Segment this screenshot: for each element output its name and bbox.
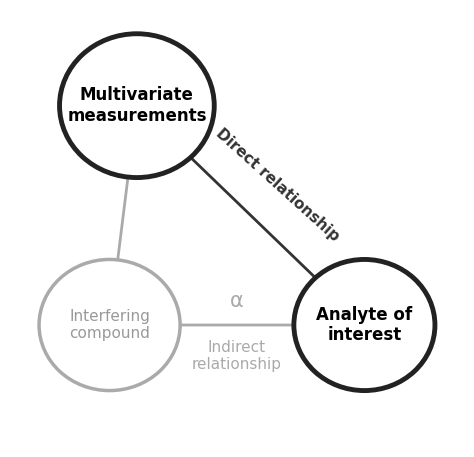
Text: Interfering
compound: Interfering compound [69, 309, 150, 341]
Text: Multivariate
measurements: Multivariate measurements [67, 86, 207, 125]
Ellipse shape [39, 260, 180, 391]
Text: α: α [230, 291, 244, 311]
Ellipse shape [294, 260, 435, 391]
Ellipse shape [60, 34, 214, 178]
Text: Indirect
relationship: Indirect relationship [192, 340, 282, 372]
Text: Analyte of
interest: Analyte of interest [316, 306, 412, 345]
Text: Direct relationship: Direct relationship [213, 125, 343, 244]
